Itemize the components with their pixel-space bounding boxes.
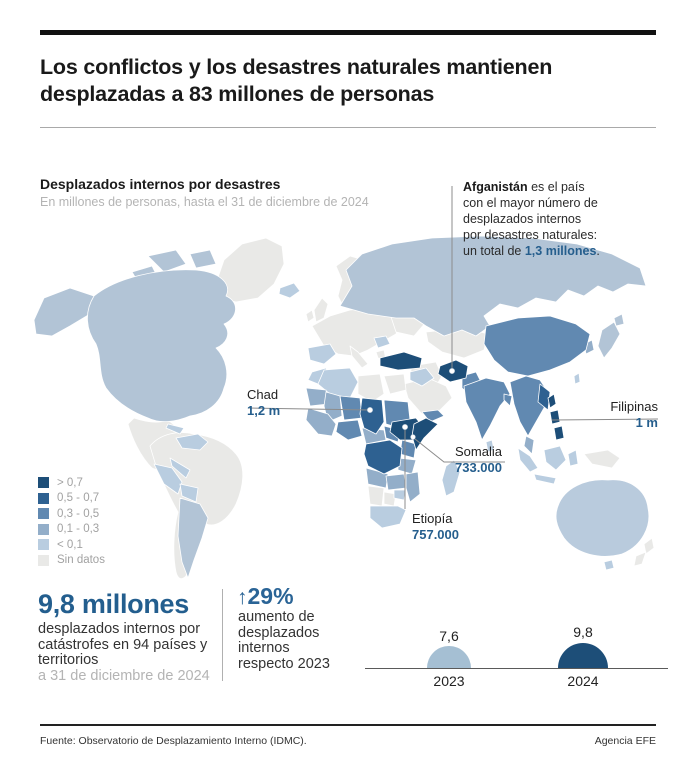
map-alaska: [33, 287, 95, 337]
legend-row: 0,3 - 0,5: [38, 506, 105, 522]
map-india: [463, 377, 511, 441]
semicircle-2023: [427, 646, 471, 668]
chart-subheading: En millones de personas, hasta el 31 de …: [40, 195, 369, 209]
legend-swatch: [38, 554, 49, 566]
map-russia: [339, 235, 647, 337]
map-saudi: [403, 377, 453, 415]
annotation-value: 1,3 millones: [524, 244, 597, 258]
map-new-guinea: [583, 449, 621, 469]
map-somalia: [411, 417, 439, 451]
page-title: Los conflictos y los desastres naturales…: [40, 54, 660, 108]
map-argentina-chile: [177, 497, 209, 579]
legend-swatch: [38, 523, 49, 535]
title-divider: [40, 127, 656, 128]
map-nigeria: [335, 419, 363, 441]
top-rule: [40, 30, 656, 35]
stats-divider: [222, 589, 223, 681]
legend-row: < 0,1: [38, 537, 105, 553]
world-choropleth-map: [33, 235, 655, 580]
callout-somalia: Somalia 733.000: [455, 444, 502, 475]
callout-etiopia: Etiopía 757.000: [412, 511, 459, 542]
map-chad: [359, 397, 385, 435]
up-arrow-icon: ↑: [237, 586, 248, 609]
legend-swatch: [38, 539, 49, 551]
increase-desc: aumento de desplazados internos respecto…: [238, 609, 330, 672]
semicircle-year-2024: 2024: [567, 673, 599, 689]
legend-row: 0,1 - 0,3: [38, 522, 105, 538]
callout-chad: Chad 1,2 m: [247, 387, 281, 418]
map-southeast-asia: [509, 375, 549, 437]
callout-filipinas: Filipinas 1 m: [610, 399, 658, 430]
legend-row: 0,5 - 0,7: [38, 491, 105, 507]
semicircle-2024: [558, 643, 608, 668]
map-spain: [307, 343, 337, 365]
total-displaced-number: 9,8 millones: [38, 589, 189, 619]
semicircle-value-2023: 7,6: [439, 628, 459, 644]
semicircle-value-2024: 9,8: [573, 624, 593, 640]
page-title-line2: desplazadas a 83 millones de personas: [40, 82, 435, 106]
footer-divider: [40, 724, 656, 726]
map-afghanistan: [437, 359, 469, 383]
semicircle-baseline: [365, 668, 668, 669]
map-japan: [597, 321, 621, 359]
legend-row: Sin datos: [38, 553, 105, 569]
annotation-country: Afganistán: [463, 180, 528, 194]
map-south-africa: [369, 505, 407, 529]
footer-source: Fuente: Observatorio de Desplazamiento I…: [40, 735, 307, 747]
legend-swatch: [38, 477, 49, 489]
map-vietnam: [537, 383, 551, 411]
map-niger: [339, 395, 363, 421]
map-australia: [555, 479, 650, 557]
map-philippines: [547, 393, 557, 409]
legend-swatch: [38, 508, 49, 520]
legend-row: > 0,7: [38, 475, 105, 491]
chart-heading: Desplazados internos por desastres: [40, 176, 281, 192]
semicircle-year-2023: 2023: [433, 673, 465, 689]
map-drc: [363, 439, 403, 475]
page-title-line1: Los conflictos y los desastres naturales…: [40, 55, 553, 79]
total-displaced-desc: desplazados internos por catástrofes en …: [38, 621, 208, 668]
afghanistan-annotation: Afganistán es el país con el mayor númer…: [463, 180, 600, 258]
legend-swatch: [38, 492, 49, 504]
footer-credit: Agencia EFE: [594, 735, 656, 747]
map-new-zealand: [643, 537, 655, 555]
map-north-america: [87, 269, 236, 422]
increase-percentage: ↑29%: [237, 583, 294, 609]
map-turkey: [379, 351, 423, 371]
map-legend: > 0,7 0,5 - 0,7 0,3 - 0,5 0,1 - 0,3 < 0,…: [38, 475, 105, 568]
map-china: [483, 315, 591, 377]
total-displaced-date: a 31 de diciembre de 2024: [38, 668, 210, 684]
